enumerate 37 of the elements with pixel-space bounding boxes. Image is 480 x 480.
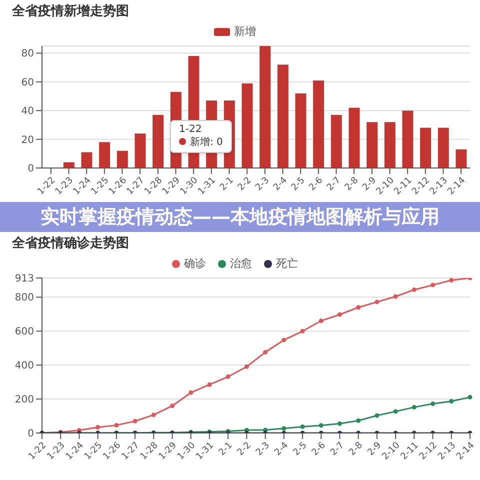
legend-label: 死亡 bbox=[275, 256, 298, 271]
y-tick-label: 400 bbox=[14, 360, 34, 372]
y-tick-label: 60 bbox=[21, 77, 34, 88]
annotation: 1-22 bbox=[179, 124, 203, 135]
legend-label: 治愈 bbox=[229, 256, 252, 271]
y-tick-label: 40 bbox=[21, 106, 34, 118]
legend-label: 新增 bbox=[233, 24, 256, 39]
x-tick-label: 2-8 bbox=[348, 440, 366, 458]
y-tick-label: 200 bbox=[14, 394, 34, 406]
text: 实时掌握疫情动态——本地疫情地图解析与应用 bbox=[0, 202, 480, 232]
y-tick-label: 600 bbox=[14, 326, 34, 338]
y-tick-label: 913 bbox=[14, 274, 34, 285]
x-tick-label: 2-6 bbox=[310, 440, 328, 458]
x-tick-label: 2-4 bbox=[272, 175, 290, 194]
x-tick-label: 2-3 bbox=[254, 440, 272, 458]
chart-title: 全省疫情确诊走势图 bbox=[11, 234, 130, 252]
x-tick-label: 2-4 bbox=[273, 440, 291, 458]
legend-label: 确诊 bbox=[183, 256, 206, 271]
x-tick-label: 2-7 bbox=[328, 440, 346, 458]
annotation: 新增: 0 bbox=[189, 136, 223, 149]
x-tick-label: 2-3 bbox=[254, 176, 272, 194]
x-tick-label: 2-1 bbox=[218, 176, 236, 194]
y-tick-label: 0 bbox=[28, 428, 34, 440]
x-tick-label: 2-6 bbox=[308, 175, 326, 194]
x-tick-label: 2-8 bbox=[343, 175, 361, 194]
x-tick-label: 2-2 bbox=[236, 176, 254, 194]
x-tick-label: 2-2 bbox=[236, 440, 254, 458]
x-tick-label: 2-5 bbox=[290, 176, 308, 194]
y-tick-label: 800 bbox=[14, 292, 34, 304]
y-tick-label: 20 bbox=[21, 134, 34, 146]
chart-title: 全省疫情新增走势图 bbox=[11, 2, 130, 20]
x-tick-label: 2-5 bbox=[292, 440, 310, 458]
x-tick-label: 2-7 bbox=[325, 176, 343, 194]
y-tick-label: 0 bbox=[28, 164, 34, 175]
x-tick-label: 2-9 bbox=[366, 440, 384, 458]
y-tick-label: 80 bbox=[21, 48, 34, 60]
x-tick-label: 2-1 bbox=[217, 440, 235, 458]
